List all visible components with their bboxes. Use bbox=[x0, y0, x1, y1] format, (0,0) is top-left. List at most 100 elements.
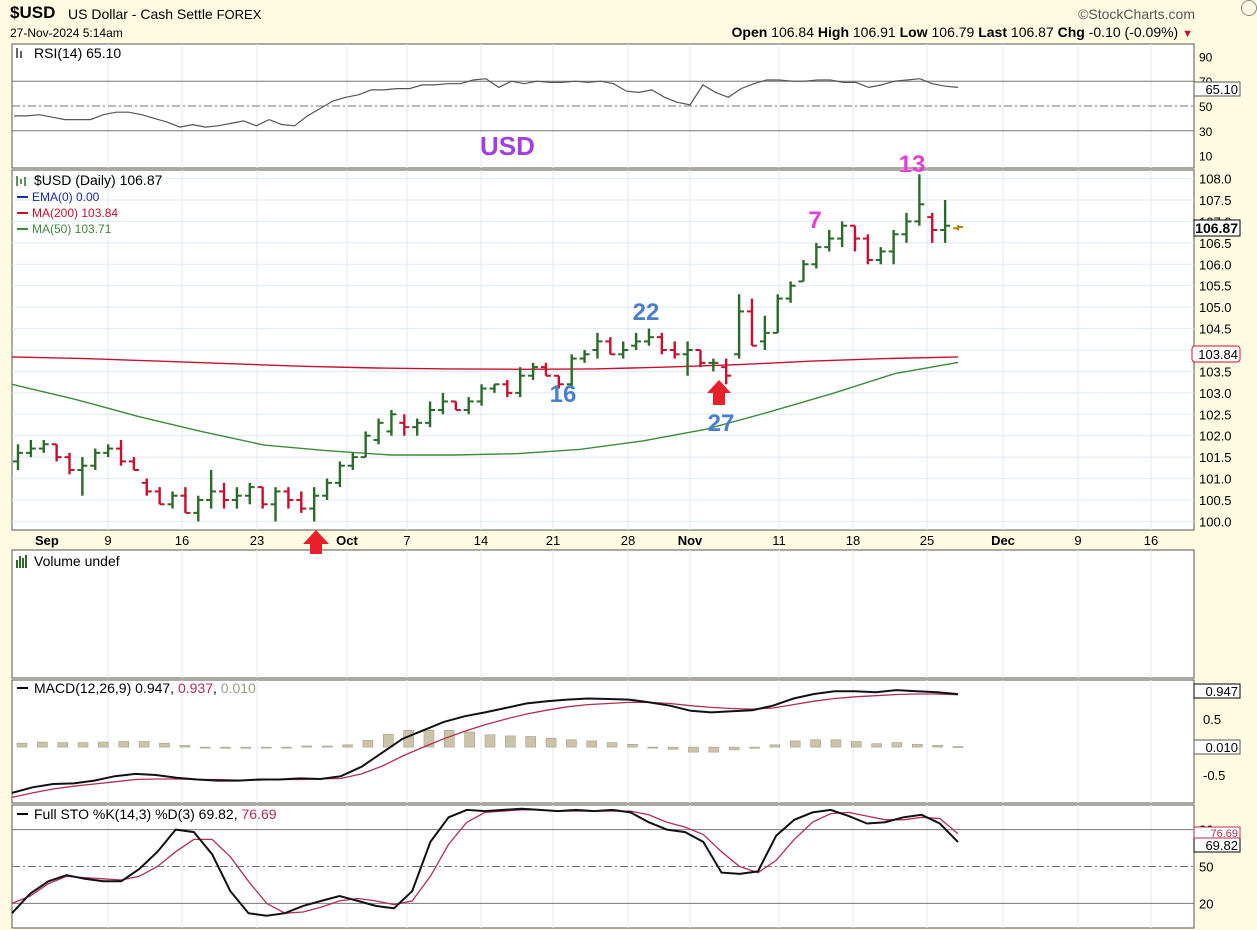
price-bar bbox=[695, 349, 706, 368]
macd-histogram-bar bbox=[383, 733, 394, 748]
macd-signal-line bbox=[11, 693, 959, 799]
date-axis-label: 28 bbox=[621, 533, 635, 548]
annotation-7: 7 bbox=[808, 207, 821, 234]
price-bar bbox=[64, 452, 75, 475]
vol-panel bbox=[11, 549, 1195, 679]
macd-histogram-bar bbox=[525, 736, 536, 748]
macd-histogram-bar bbox=[505, 735, 516, 748]
date-axis-label: 11 bbox=[772, 533, 786, 548]
macd-histogram-bar bbox=[77, 742, 89, 748]
annotation-16: 16 bbox=[550, 381, 577, 408]
price-bar bbox=[940, 200, 951, 243]
annotation-22: 22 bbox=[633, 299, 660, 326]
price-bar bbox=[540, 362, 551, 377]
macd-histogram-bar bbox=[260, 746, 272, 749]
macd-histogram-bar bbox=[199, 746, 211, 749]
price-bar bbox=[412, 418, 423, 436]
ohlc-summary: Open 106.84 High 106.91 Low 106.79 Last … bbox=[732, 24, 1194, 40]
macd-histogram-bar bbox=[586, 740, 597, 748]
price-bar bbox=[927, 212, 938, 243]
rsi-tick-label: 10 bbox=[1199, 150, 1213, 164]
date-axis-label: 9 bbox=[1074, 533, 1081, 548]
price-bar bbox=[708, 358, 719, 372]
date-axis-label: 9 bbox=[104, 533, 111, 548]
price-tick-label: 101.0 bbox=[1199, 472, 1232, 487]
macd-signal-value: 0.937 bbox=[178, 680, 213, 696]
price-bar bbox=[257, 486, 268, 509]
date-axis-label: 14 bbox=[474, 533, 488, 548]
price-bar bbox=[618, 341, 629, 359]
macd-label-value: MACD(12,26,9) 0.947, bbox=[34, 680, 178, 696]
date-axis-label: Nov bbox=[678, 533, 703, 548]
price-bar bbox=[746, 298, 757, 347]
price-bar bbox=[399, 414, 410, 436]
macd-histogram-bar bbox=[301, 745, 313, 748]
price-bar bbox=[347, 452, 358, 470]
date-axis-label: Dec bbox=[991, 533, 1015, 548]
price-tick-label: 108.0 bbox=[1199, 172, 1232, 187]
price-bar bbox=[489, 383, 500, 393]
ma200-badge-value: 103.84 bbox=[1198, 347, 1238, 362]
price-bar bbox=[849, 224, 860, 252]
macd-histogram-bar bbox=[932, 745, 943, 748]
date-axis-label: 25 bbox=[920, 533, 934, 548]
macd-histogram-bar bbox=[98, 741, 109, 748]
annotation-27: 27 bbox=[708, 410, 735, 437]
price-bar bbox=[721, 358, 732, 385]
price-bar bbox=[425, 401, 436, 428]
price-bar bbox=[244, 482, 255, 505]
price-bar bbox=[811, 242, 822, 269]
price-tick-label: 102.5 bbox=[1199, 407, 1232, 422]
down-triangle-icon: ▼ bbox=[1182, 28, 1193, 40]
price-bar bbox=[360, 431, 371, 459]
price-tick-label: 105.0 bbox=[1199, 300, 1232, 315]
price-bar bbox=[193, 495, 204, 522]
macd-histogram-bar bbox=[37, 741, 48, 748]
price-bar bbox=[25, 440, 36, 458]
timestamp: 27-Nov-2024 5:14am bbox=[10, 26, 123, 40]
price-tick-label: 106.0 bbox=[1199, 257, 1232, 272]
sto-label: Full STO %K(14,3) %D(3) 69.82, 76.69 bbox=[34, 806, 277, 822]
rsi-line-icon bbox=[16, 48, 22, 58]
rsi-last-badge bbox=[1193, 81, 1241, 97]
macd-histogram-bar bbox=[627, 744, 638, 748]
ma200-badge bbox=[1191, 345, 1241, 363]
macd-histogram-bar bbox=[952, 746, 964, 748]
last-price-value: 106.87 bbox=[1195, 220, 1238, 236]
macd-histogram-bar bbox=[606, 742, 618, 748]
rsi-tick-label: 90 bbox=[1199, 50, 1213, 64]
macd-histogram-bar bbox=[240, 746, 252, 749]
last-price-badge bbox=[1193, 219, 1241, 237]
price-tick-label: 106.5 bbox=[1199, 236, 1232, 251]
price-bar bbox=[566, 354, 577, 389]
price-bar bbox=[450, 400, 461, 411]
usd-watermark: USD bbox=[480, 131, 535, 161]
annotation-13: 13 bbox=[899, 151, 926, 178]
price-tick-label: 101.5 bbox=[1199, 450, 1232, 465]
price-bar bbox=[13, 444, 23, 470]
macd-histogram-bar bbox=[159, 742, 170, 748]
macd-histogram-bar bbox=[464, 731, 475, 748]
macd-histogram-bar bbox=[667, 746, 679, 750]
price-bar bbox=[759, 315, 770, 350]
date-axis-label: 21 bbox=[546, 533, 560, 548]
sto-k-line bbox=[11, 807, 959, 917]
price-bar bbox=[862, 234, 873, 265]
price-bar bbox=[463, 397, 474, 415]
macd-tick-label: 0.5 bbox=[1203, 712, 1221, 727]
sto-d-value: 76.69 bbox=[241, 806, 276, 822]
price-tick-label: 105.5 bbox=[1199, 279, 1232, 294]
price-bar bbox=[231, 487, 242, 509]
macd-histogram-bar bbox=[362, 740, 374, 748]
macd-histogram-bar bbox=[220, 746, 231, 749]
chg-label: Chg bbox=[1057, 24, 1085, 40]
stockcharts-logo: ©StockCharts.com bbox=[1078, 6, 1195, 22]
macd-histogram-bar bbox=[179, 745, 191, 748]
price-bar bbox=[592, 332, 603, 359]
price-bar bbox=[553, 374, 564, 389]
price-bar bbox=[167, 491, 178, 509]
macd-histogram-bar bbox=[281, 746, 292, 749]
macd-histogram-bar bbox=[342, 744, 353, 748]
price-bar bbox=[116, 440, 127, 466]
macd-histogram-bar bbox=[749, 746, 760, 749]
